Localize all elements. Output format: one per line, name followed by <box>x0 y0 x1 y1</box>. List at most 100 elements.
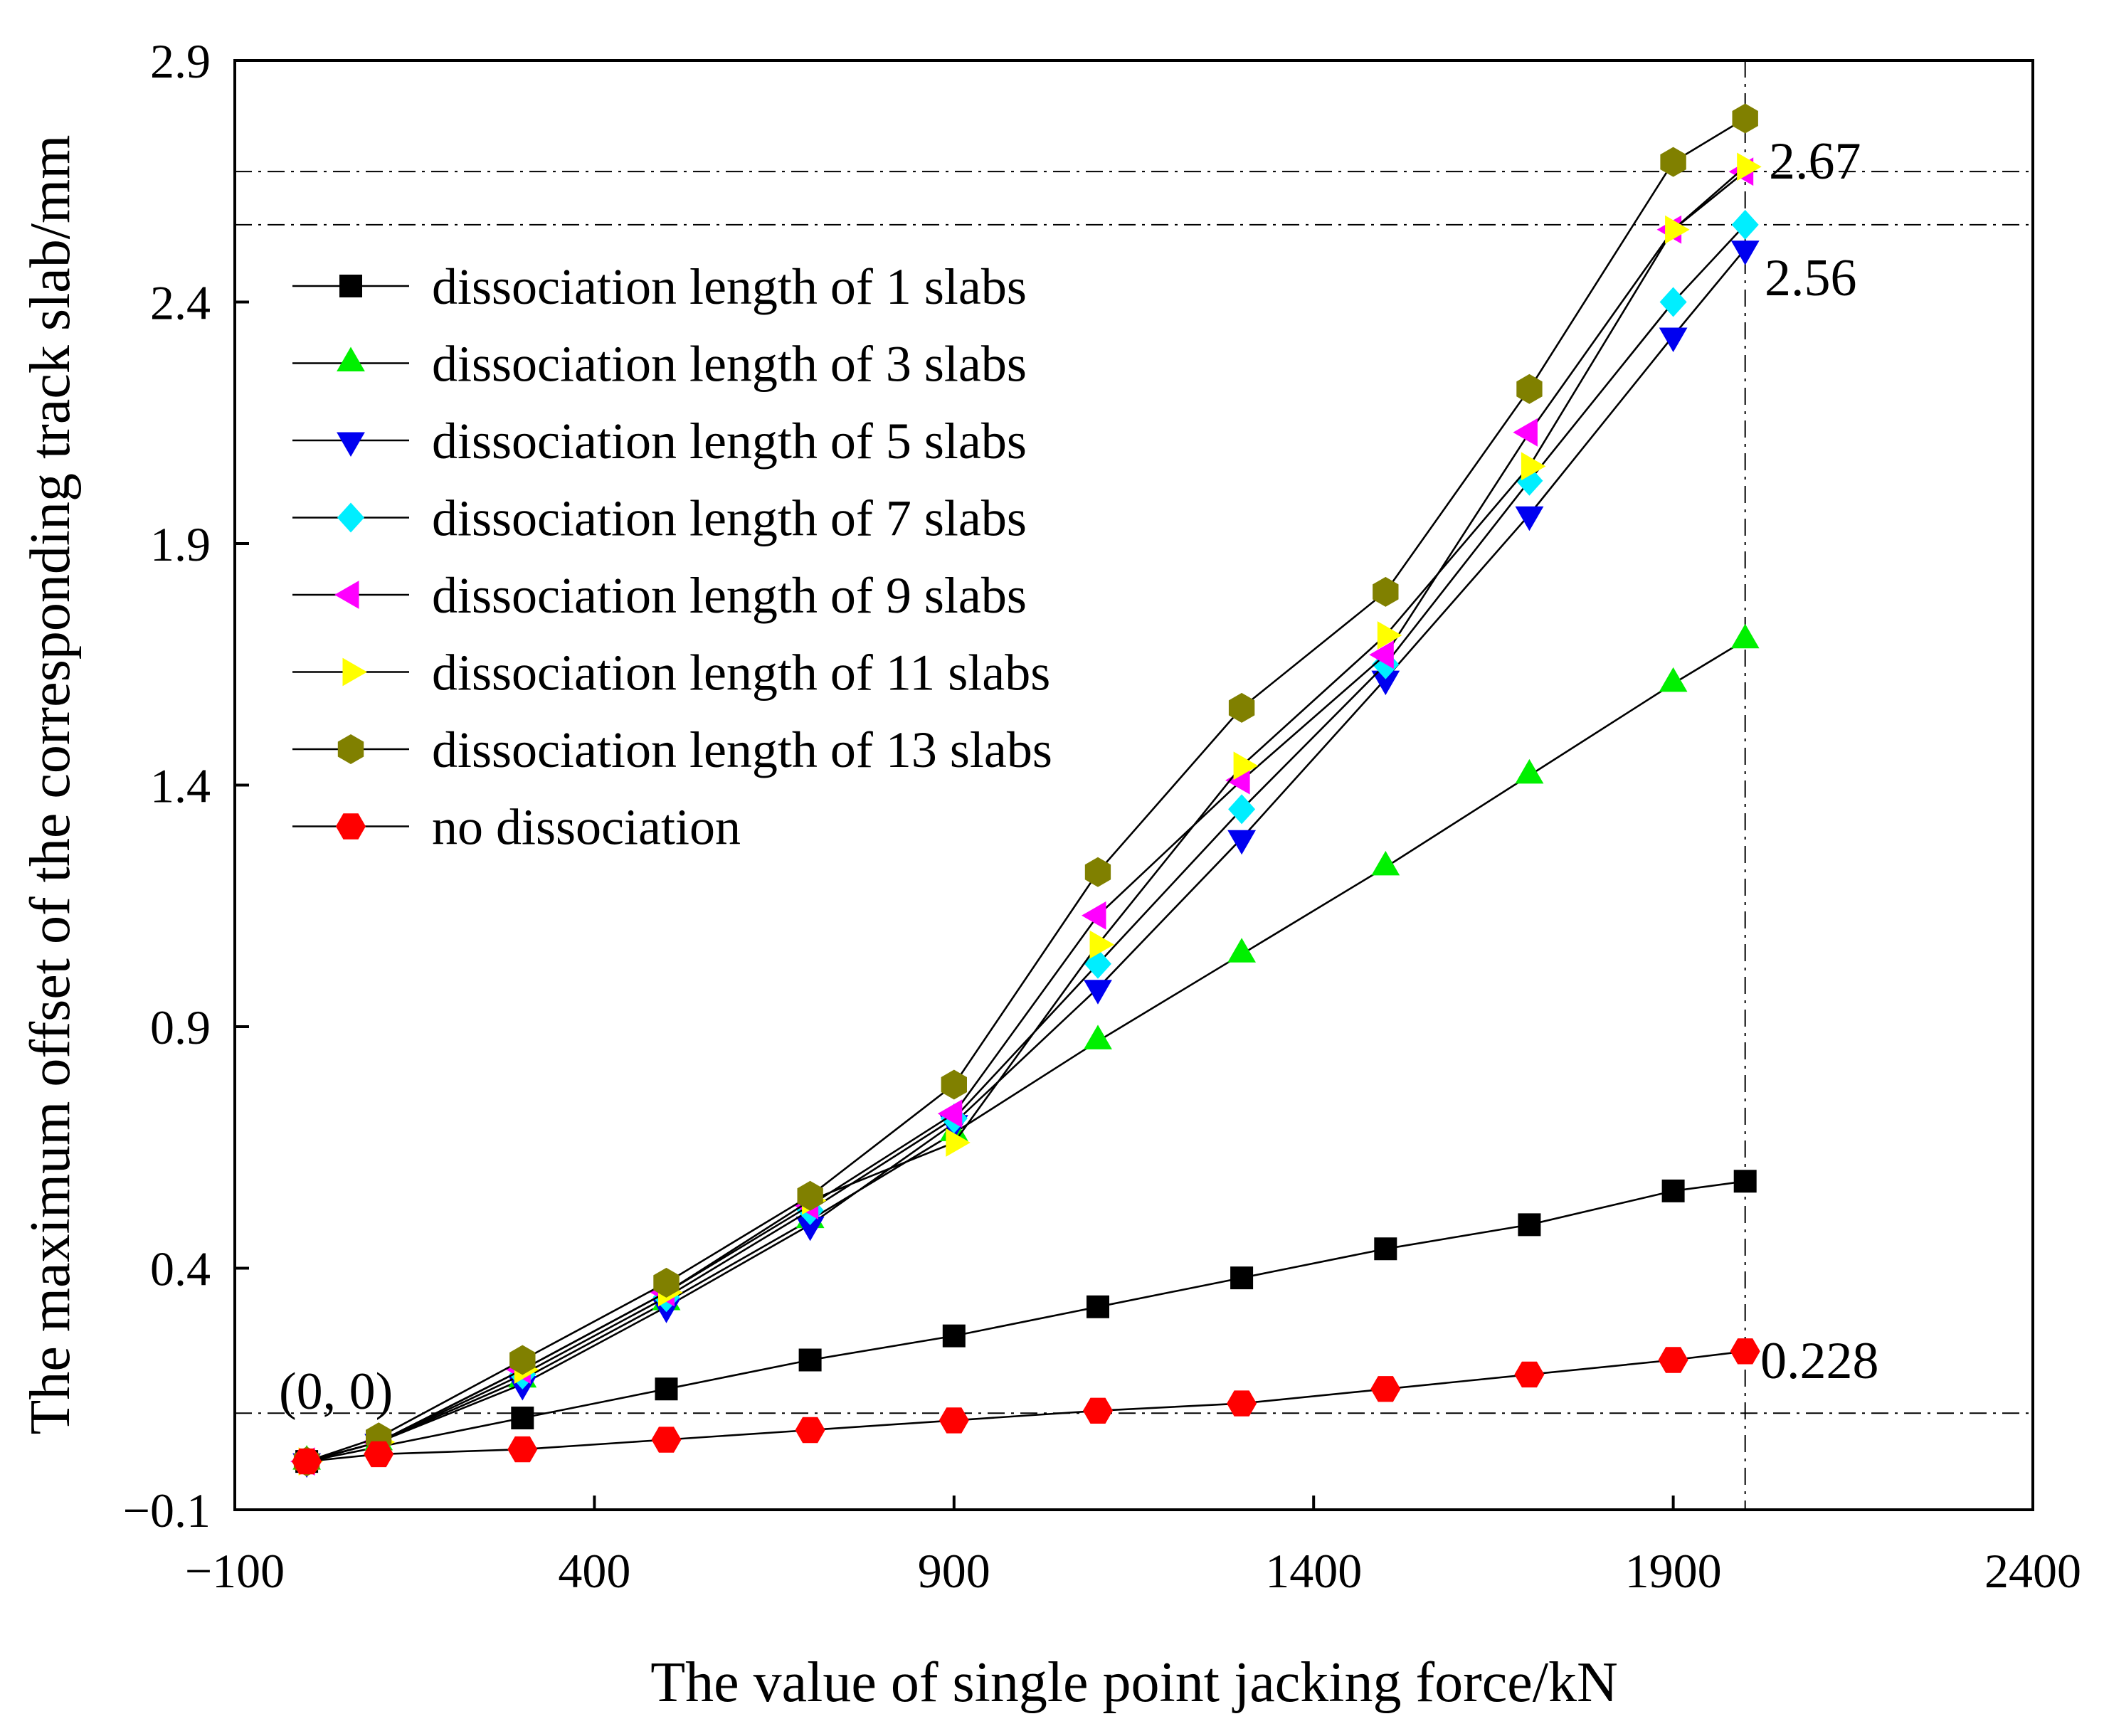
marker-no-dissociation-3 <box>651 1427 682 1453</box>
y-tick-label-5: 2.4 <box>150 276 211 330</box>
legend: dissociation length of 1 slabs dissociati… <box>292 258 1052 856</box>
marker-no-dissociation-8 <box>1370 1376 1401 1402</box>
marker-dissociation-length-of-1-slabs-4 <box>798 1348 822 1372</box>
marker-dissociation-length-of-1-slabs-6 <box>1087 1295 1109 1318</box>
marker-dissociation-length-of-11-slabs-6 <box>1089 930 1114 959</box>
legend-entry-no-dissociation: no dissociation <box>292 799 741 856</box>
marker-dissociation-length-of-9-slabs-5 <box>937 1099 963 1128</box>
legend-marker <box>336 813 366 840</box>
marker-dissociation-length-of-5-slabs-6 <box>1084 980 1112 1005</box>
marker-dissociation-length-of-5-slabs-8 <box>1371 670 1400 696</box>
marker-no-dissociation-6 <box>1083 1397 1113 1424</box>
marker-dissociation-length-of-5-slabs-7 <box>1227 830 1256 855</box>
marker-dissociation-length-of-9-slabs-6 <box>1082 901 1106 930</box>
marker-dissociation-length-of-11-slabs-8 <box>1377 621 1402 650</box>
marker-dissociation-length-of-11-slabs-7 <box>1233 751 1259 780</box>
marker-dissociation-length-of-7-slabs-11 <box>1731 209 1759 240</box>
marker-no-dissociation-11 <box>1730 1338 1760 1365</box>
x-tick-label-0: −100 <box>185 1544 285 1598</box>
marker-dissociation-length-of-3-slabs-9 <box>1515 758 1544 784</box>
marker-dissociation-length-of-5-slabs-4 <box>795 1216 825 1242</box>
legend-marker <box>342 657 367 687</box>
y-tick-label-3: 1.4 <box>150 759 211 813</box>
marker-dissociation-length-of-13-slabs-9 <box>1516 374 1543 404</box>
series-line-dissociation-length-of-7-slabs <box>306 224 1746 1463</box>
series-line-dissociation-length-of-13-slabs <box>306 117 1746 1463</box>
legend-label: dissociation length of 7 slabs <box>432 490 1027 547</box>
marker-dissociation-length-of-1-slabs-9 <box>1518 1213 1541 1237</box>
legend-entry-dissociation-length-of-5-slabs: dissociation length of 5 slabs <box>292 413 1027 470</box>
marker-dissociation-length-of-13-slabs-8 <box>1373 576 1399 607</box>
legend-marker <box>337 734 364 764</box>
series-line-dissociation-length-of-1-slabs <box>306 1180 1745 1463</box>
marker-dissociation-length-of-1-slabs-8 <box>1374 1237 1397 1261</box>
x-axis-label: The value of single point jacking force/… <box>650 1651 1618 1714</box>
series-line-no-dissociation <box>306 1350 1745 1463</box>
marker-dissociation-length-of-7-slabs-7 <box>1228 794 1256 825</box>
marker-dissociation-length-of-5-slabs-11 <box>1730 240 1760 265</box>
x-tick-label-4: 1900 <box>1625 1544 1722 1598</box>
legend-entry-dissociation-length-of-13-slabs: dissociation length of 13 slabs <box>292 721 1052 778</box>
marker-dissociation-length-of-3-slabs-6 <box>1084 1025 1112 1049</box>
legend-label: dissociation length of 11 slabs <box>432 645 1050 702</box>
marker-dissociation-length-of-13-slabs-11 <box>1732 103 1758 134</box>
marker-dissociation-length-of-3-slabs-8 <box>1371 850 1400 876</box>
series-dissociation-length-of-13-slabs <box>293 103 1758 1477</box>
marker-no-dissociation-10 <box>1658 1347 1688 1373</box>
annotation-2-67: 2.67 <box>1769 132 1861 191</box>
x-tick-label-1: 400 <box>558 1544 630 1598</box>
series-line-dissociation-length-of-5-slabs <box>306 248 1746 1463</box>
y-tick-label-0: −0.1 <box>123 1483 211 1537</box>
legend-marker <box>337 346 365 371</box>
marker-no-dissociation-0 <box>292 1448 322 1475</box>
legend-label: dissociation length of 5 slabs <box>432 413 1027 470</box>
legend-entry-dissociation-length-of-1-slabs: dissociation length of 1 slabs <box>292 258 1027 315</box>
series-line-dissociation-length-of-3-slabs <box>306 639 1746 1463</box>
marker-dissociation-length-of-9-slabs-8 <box>1369 640 1394 669</box>
y-tick-label-1: 0.4 <box>150 1242 211 1296</box>
legend-marker <box>334 581 359 609</box>
legend-label: dissociation length of 9 slabs <box>432 567 1027 624</box>
marker-dissociation-length-of-11-slabs-11 <box>1737 152 1762 181</box>
axis-ticks: −100 400 900 1400 1900 2400 −0.1 0.4 0.9 1.4 1.9 2.… <box>123 34 2081 1598</box>
series-line-dissociation-length-of-11-slabs <box>306 166 1746 1463</box>
marker-dissociation-length-of-5-slabs-10 <box>1659 327 1688 352</box>
legend-marker <box>337 502 364 533</box>
marker-dissociation-length-of-13-slabs-10 <box>1660 147 1686 177</box>
legend-entry-dissociation-length-of-7-slabs: dissociation length of 7 slabs <box>292 490 1027 547</box>
y-tick-label-6: 2.9 <box>150 34 211 88</box>
series-no-dissociation <box>292 1338 1760 1475</box>
annotation-0-228: 0.228 <box>1760 1332 1879 1390</box>
legend-label: dissociation length of 1 slabs <box>432 258 1027 315</box>
legend-marker <box>339 275 362 297</box>
marker-dissociation-length-of-1-slabs-11 <box>1733 1170 1757 1193</box>
legend-label: dissociation length of 3 slabs <box>432 336 1027 393</box>
marker-dissociation-length-of-5-slabs-9 <box>1515 506 1544 531</box>
y-tick-label-2: 0.9 <box>150 1000 211 1054</box>
x-tick-label-3: 1400 <box>1265 1544 1362 1598</box>
marker-dissociation-length-of-1-slabs-7 <box>1230 1266 1254 1290</box>
legend-entry-dissociation-length-of-3-slabs: dissociation length of 3 slabs <box>292 336 1027 393</box>
x-tick-label-2: 900 <box>918 1544 990 1598</box>
y-axis-label: The maximum offset of the corresponding … <box>19 135 82 1435</box>
marker-dissociation-length-of-13-slabs-4 <box>797 1180 823 1211</box>
y-tick-label-4: 1.9 <box>150 517 211 571</box>
legend-entry-dissociation-length-of-9-slabs: dissociation length of 9 slabs <box>292 567 1027 624</box>
marker-dissociation-length-of-1-slabs-2 <box>511 1407 534 1429</box>
legend-entry-dissociation-length-of-11-slabs: dissociation length of 11 slabs <box>292 645 1050 702</box>
marker-dissociation-length-of-11-slabs-10 <box>1665 215 1690 244</box>
marker-dissociation-length-of-1-slabs-5 <box>942 1324 966 1348</box>
marker-dissociation-length-of-9-slabs-9 <box>1513 418 1538 447</box>
marker-dissociation-length-of-3-slabs-7 <box>1227 938 1256 963</box>
annotation-origin: (0, 0) <box>279 1362 393 1421</box>
marker-dissociation-length-of-13-slabs-6 <box>1084 857 1111 887</box>
marker-no-dissociation-5 <box>939 1407 969 1434</box>
legend-label: dissociation length of 13 slabs <box>432 721 1052 778</box>
marker-no-dissociation-2 <box>507 1436 538 1463</box>
legend-marker <box>337 432 365 457</box>
marker-dissociation-length-of-13-slabs-5 <box>941 1069 967 1100</box>
annotation-2-56: 2.56 <box>1765 249 1857 307</box>
marker-no-dissociation-7 <box>1227 1390 1257 1417</box>
marker-dissociation-length-of-3-slabs-11 <box>1730 623 1760 649</box>
